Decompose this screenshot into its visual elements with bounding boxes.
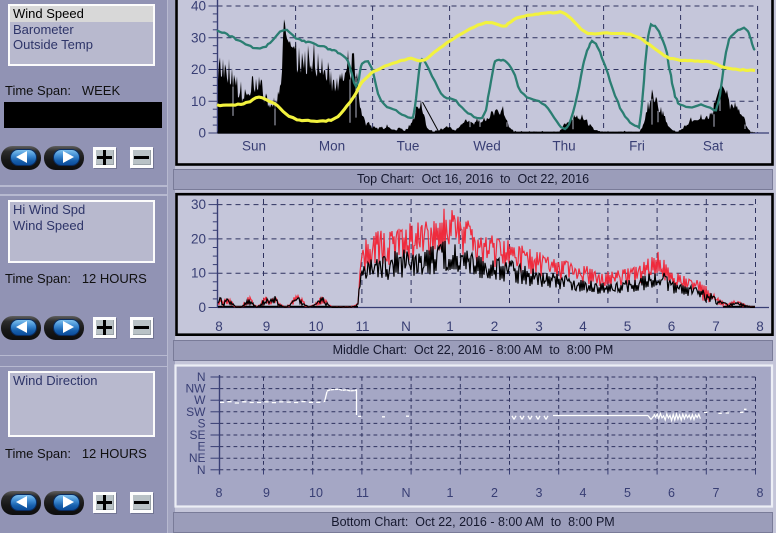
svg-text:Mon: Mon	[319, 139, 345, 154]
svg-text:N: N	[401, 319, 411, 334]
svg-text:E: E	[197, 440, 205, 454]
svg-text:Tue: Tue	[397, 139, 420, 154]
svg-text:9: 9	[263, 486, 270, 500]
svg-text:10: 10	[308, 319, 323, 334]
svg-text:8: 8	[215, 319, 223, 334]
svg-text:2: 2	[491, 319, 499, 334]
svg-text:6: 6	[668, 486, 675, 500]
svg-text:1: 1	[447, 486, 454, 500]
svg-text:Fri: Fri	[629, 139, 645, 154]
svg-text:20: 20	[191, 62, 206, 77]
svg-text:10: 10	[309, 486, 323, 500]
svg-text:7: 7	[713, 486, 720, 500]
svg-text:8: 8	[216, 486, 223, 500]
svg-text:SE: SE	[189, 428, 205, 442]
svg-text:20: 20	[191, 231, 206, 246]
svg-text:5: 5	[624, 319, 632, 334]
svg-text:11: 11	[355, 319, 369, 334]
svg-text:5: 5	[624, 486, 631, 500]
svg-text:7: 7	[712, 319, 720, 334]
svg-text:10: 10	[191, 94, 206, 109]
svg-text:2: 2	[491, 486, 498, 500]
svg-text:Sat: Sat	[703, 139, 724, 154]
svg-text:0: 0	[198, 300, 206, 315]
svg-text:0: 0	[198, 126, 206, 141]
svg-text:40: 40	[191, 0, 206, 14]
svg-text:1: 1	[446, 319, 454, 334]
svg-text:9: 9	[263, 319, 271, 334]
svg-text:3: 3	[536, 486, 543, 500]
svg-text:SW: SW	[186, 405, 206, 419]
svg-text:N: N	[197, 370, 206, 384]
svg-text:4: 4	[579, 319, 587, 334]
svg-text:NW: NW	[186, 382, 207, 396]
svg-text:Sun: Sun	[242, 139, 266, 154]
svg-text:S: S	[197, 416, 205, 430]
svg-text:NE: NE	[189, 451, 206, 465]
svg-text:6: 6	[668, 319, 676, 334]
svg-text:4: 4	[580, 486, 587, 500]
svg-text:W: W	[194, 393, 206, 407]
svg-text:Wed: Wed	[473, 139, 501, 154]
svg-text:3: 3	[535, 319, 543, 334]
svg-text:Thu: Thu	[552, 139, 575, 154]
svg-text:N: N	[401, 486, 410, 500]
svg-text:30: 30	[191, 197, 206, 212]
svg-text:N: N	[197, 463, 206, 477]
svg-text:8: 8	[756, 319, 764, 334]
svg-text:10: 10	[191, 266, 206, 281]
svg-text:8: 8	[757, 486, 764, 500]
svg-text:30: 30	[191, 30, 206, 45]
svg-text:11: 11	[356, 486, 369, 500]
